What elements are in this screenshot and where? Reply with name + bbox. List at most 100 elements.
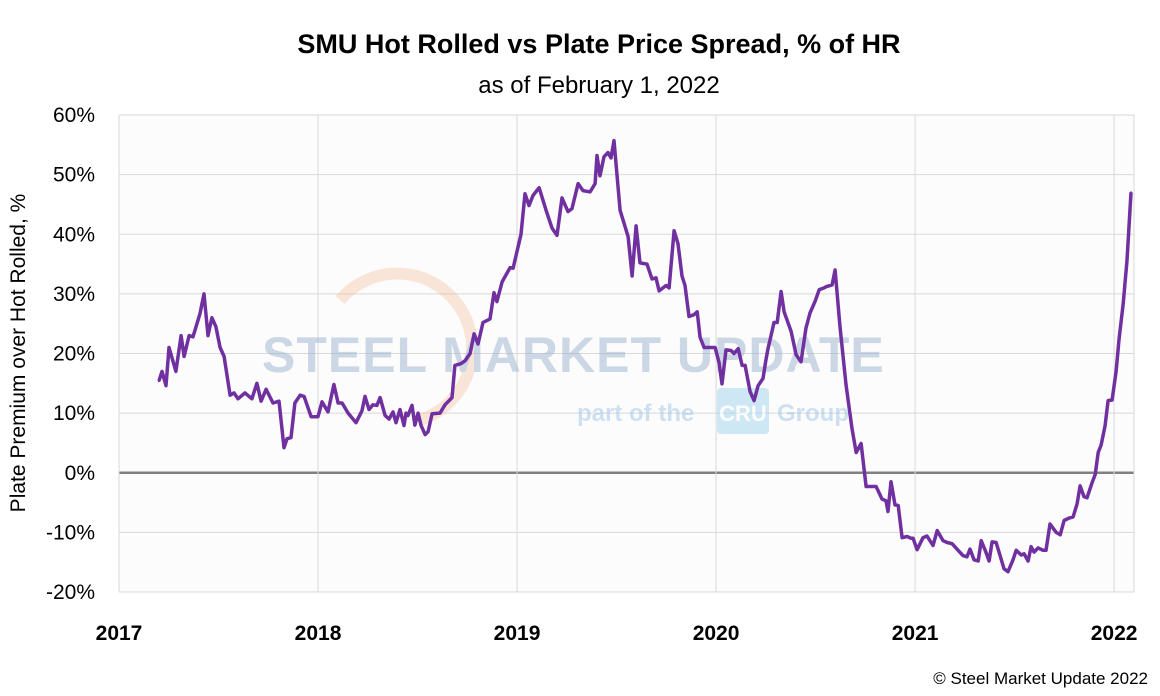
data-point bbox=[320, 400, 324, 403]
data-point bbox=[844, 383, 848, 386]
data-point bbox=[387, 417, 391, 421]
data-point bbox=[285, 437, 289, 440]
data-point bbox=[537, 186, 541, 189]
data-point bbox=[987, 559, 991, 563]
data-point bbox=[271, 401, 275, 405]
data-point bbox=[1036, 546, 1040, 550]
data-point bbox=[752, 399, 756, 402]
data-point bbox=[724, 348, 728, 352]
data-point bbox=[316, 415, 320, 418]
data-point bbox=[921, 536, 925, 539]
data-point bbox=[884, 499, 888, 502]
data-point bbox=[236, 397, 240, 401]
data-point bbox=[692, 313, 696, 316]
data-point bbox=[289, 436, 293, 439]
data-point bbox=[976, 559, 980, 563]
data-point bbox=[612, 139, 616, 142]
data-point bbox=[218, 346, 222, 349]
data-point bbox=[555, 234, 559, 237]
x-tick-label: 2021 bbox=[892, 622, 939, 645]
data-point bbox=[729, 349, 733, 352]
data-point bbox=[824, 285, 828, 288]
data-point bbox=[880, 497, 884, 501]
data-point bbox=[804, 326, 808, 330]
data-point bbox=[950, 542, 954, 545]
data-point bbox=[1048, 522, 1052, 526]
x-tick-label: 2017 bbox=[96, 622, 143, 645]
data-point bbox=[340, 401, 344, 405]
y-tick-label: 50% bbox=[53, 164, 95, 187]
data-point bbox=[164, 384, 168, 387]
data-point bbox=[492, 291, 496, 294]
data-point bbox=[813, 300, 817, 303]
data-point bbox=[945, 541, 949, 544]
data-point bbox=[941, 539, 945, 542]
data-point bbox=[222, 355, 226, 358]
data-point bbox=[363, 395, 367, 398]
data-point bbox=[566, 210, 570, 213]
data-point bbox=[667, 286, 671, 290]
data-point bbox=[1129, 191, 1133, 194]
data-point bbox=[1029, 545, 1033, 548]
data-point bbox=[717, 361, 721, 364]
data-point bbox=[833, 268, 837, 272]
x-tick-label: 2020 bbox=[693, 622, 740, 645]
footer-copyright: © Steel Market Update 2022 bbox=[933, 669, 1148, 688]
data-point bbox=[756, 384, 760, 387]
data-point bbox=[531, 194, 535, 197]
data-point bbox=[167, 346, 171, 349]
data-point bbox=[581, 189, 585, 192]
data-point bbox=[1099, 443, 1103, 446]
data-point bbox=[453, 364, 457, 367]
data-point bbox=[630, 274, 634, 278]
data-point bbox=[371, 403, 375, 406]
data-point bbox=[354, 421, 358, 424]
data-point bbox=[1093, 473, 1097, 476]
data-point bbox=[893, 503, 897, 507]
data-point bbox=[202, 292, 206, 296]
data-point bbox=[1044, 549, 1048, 552]
y-tick-label: -10% bbox=[46, 521, 95, 544]
chart-subtitle: as of February 1, 2022 bbox=[478, 72, 719, 99]
data-point bbox=[676, 242, 680, 245]
data-point bbox=[740, 364, 744, 367]
data-point bbox=[232, 391, 236, 395]
data-point bbox=[994, 541, 998, 544]
data-point bbox=[886, 510, 890, 513]
data-point bbox=[602, 155, 606, 158]
gridlines bbox=[118, 114, 1135, 593]
data-point bbox=[544, 209, 548, 212]
data-point bbox=[595, 154, 599, 157]
data-point bbox=[713, 346, 717, 349]
data-point bbox=[481, 321, 485, 324]
data-point bbox=[293, 401, 297, 405]
data-point bbox=[1062, 519, 1066, 522]
data-point bbox=[410, 404, 414, 407]
data-point bbox=[1071, 515, 1075, 519]
data-point bbox=[1110, 398, 1114, 402]
data-point bbox=[609, 156, 613, 160]
data-point bbox=[228, 394, 232, 397]
y-tick-label: 40% bbox=[53, 223, 95, 246]
data-point bbox=[398, 408, 402, 411]
data-point bbox=[979, 539, 983, 542]
x-tick-label: 2019 bbox=[494, 622, 541, 645]
y-tick-label: 60% bbox=[53, 104, 95, 127]
data-point bbox=[911, 537, 915, 540]
data-point bbox=[618, 209, 622, 212]
data-point bbox=[859, 442, 863, 445]
data-points bbox=[157, 139, 1133, 573]
data-point bbox=[687, 315, 691, 318]
data-point bbox=[761, 377, 765, 380]
data-point bbox=[459, 362, 463, 365]
data-point bbox=[206, 334, 210, 337]
data-point bbox=[588, 190, 592, 194]
data-point bbox=[905, 535, 909, 538]
data-point bbox=[187, 334, 191, 337]
data-point bbox=[1006, 570, 1010, 573]
data-point bbox=[770, 330, 774, 333]
data-point bbox=[198, 312, 202, 315]
data-point bbox=[1026, 559, 1030, 563]
data-point bbox=[972, 558, 976, 562]
